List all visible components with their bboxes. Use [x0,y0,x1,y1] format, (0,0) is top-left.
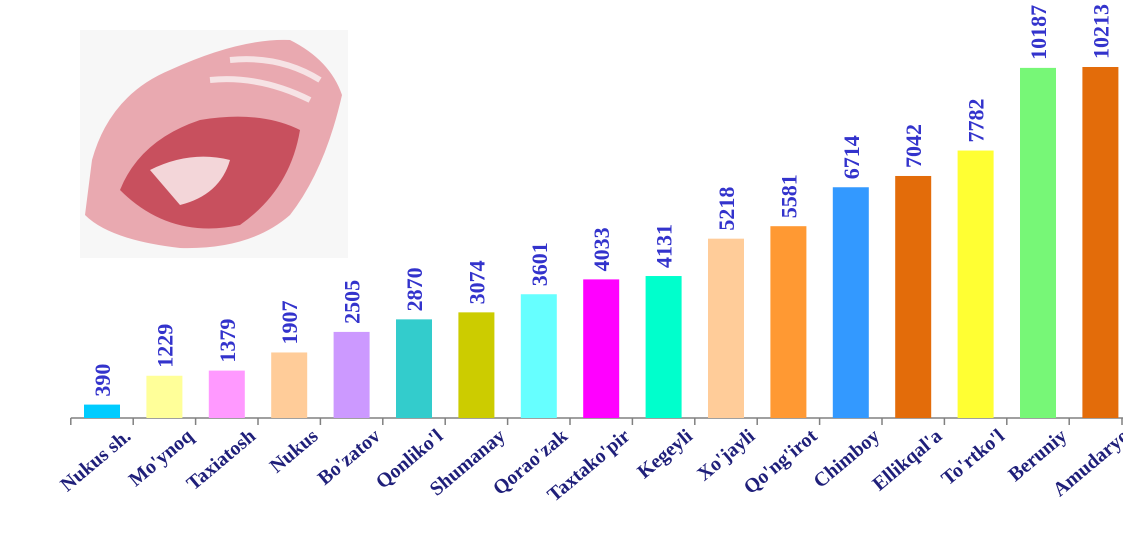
value-label: 4131 [652,224,677,268]
bar [84,404,120,418]
value-label: 7782 [964,99,989,143]
bar [645,276,682,418]
meat-image [80,30,348,258]
category-label: Kegeyli [633,425,697,484]
bar [895,175,932,418]
bar [770,226,807,418]
value-label: 7042 [901,124,926,168]
bar [208,370,245,418]
value-label: 1229 [152,324,177,368]
value-label: 2870 [402,267,427,311]
bar [583,279,620,418]
bar [708,238,744,418]
value-label: 2505 [340,280,365,324]
value-label: 4033 [589,227,614,271]
value-label: 1379 [215,319,240,363]
bar [832,187,869,418]
bar [146,375,183,418]
value-label: 390 [90,364,115,397]
value-label: 5581 [776,174,801,218]
bar [1082,67,1119,418]
value-label: 3601 [527,242,552,286]
bar [1020,67,1056,419]
category-label: To'rtko'l [937,425,1009,490]
bar [957,150,994,418]
value-label: 1907 [277,300,302,344]
value-label: 6714 [839,135,864,179]
bar [333,331,370,418]
value-label: 3074 [464,260,489,304]
value-label: 5218 [714,187,739,231]
category-label: Taxiatosh [183,425,260,495]
bar [458,312,495,418]
category-label: Ellikqal'a [868,425,946,495]
category-label: Nukus [266,425,323,478]
category-label: Nukus sh. [56,425,135,496]
value-label: 10187 [1026,5,1051,60]
bar [271,352,308,418]
value-label: 10213 [1088,4,1113,59]
bar [520,294,557,418]
bar [396,319,432,418]
